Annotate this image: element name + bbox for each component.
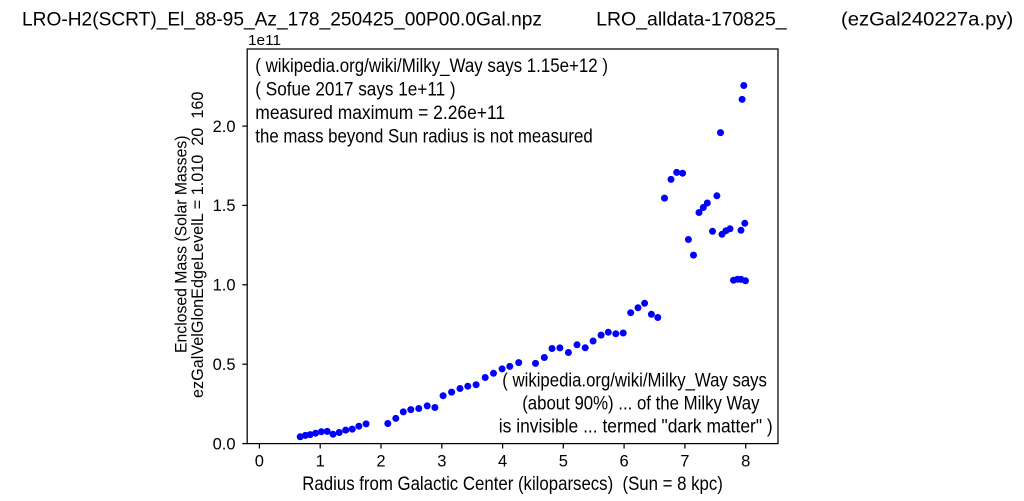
svg-text:is invisible ... termed "dark: is invisible ... termed "dark matter" ) [499, 417, 773, 438]
svg-text:Enclosed Mass (Solar Masses): Enclosed Mass (Solar Masses) [173, 136, 191, 354]
svg-text:LRO-H2(SCRT)_El_88-95_Az_178_2: LRO-H2(SCRT)_El_88-95_Az_178_250425_00P0… [22, 10, 542, 31]
svg-text:0.0: 0.0 [213, 435, 236, 453]
svg-text:( wikipedia.org/wiki/Milky_Way: ( wikipedia.org/wiki/Milky_Way says [502, 370, 767, 391]
svg-text:(about 90%) ... of the Milky W: (about 90%) ... of the Milky Way [522, 393, 760, 414]
svg-text:1e11: 1e11 [248, 32, 281, 49]
svg-text:LRO_alldata-170825_: LRO_alldata-170825_ [596, 10, 787, 31]
svg-text:(ezGal240227a.py): (ezGal240227a.py) [841, 10, 1013, 31]
svg-text:( wikipedia.org/wiki/Milky_Way: ( wikipedia.org/wiki/Milky_Way says 1.15… [255, 56, 608, 77]
svg-text:0: 0 [255, 453, 264, 471]
svg-text:the mass beyond Sun radius is: the mass beyond Sun radius is not measur… [255, 127, 592, 148]
svg-text:5: 5 [559, 453, 568, 471]
svg-text:4: 4 [498, 453, 507, 471]
svg-text:0.5: 0.5 [213, 356, 236, 374]
svg-text:1.5: 1.5 [213, 197, 236, 215]
svg-text:7: 7 [680, 453, 689, 471]
svg-text:8: 8 [741, 453, 750, 471]
svg-text:2.0: 2.0 [213, 118, 236, 136]
svg-text:measured maximum = 2.26e+11: measured maximum = 2.26e+11 [255, 103, 505, 124]
svg-text:2: 2 [376, 453, 385, 471]
svg-text:ezGalVelGlonEdgeLevelL = 1.010: ezGalVelGlonEdgeLevelL = 1.010 20 160 [189, 92, 207, 398]
svg-text:Radius from Galactic Center (k: Radius from Galactic Center (kiloparsecs… [302, 474, 723, 495]
svg-text:6: 6 [620, 453, 629, 471]
svg-text:1.0: 1.0 [213, 277, 236, 295]
svg-text:3: 3 [437, 453, 446, 471]
svg-text:( Sofue 2017 says 1e+11 ): ( Sofue 2017 says 1e+11 ) [255, 80, 455, 101]
svg-text:1: 1 [316, 453, 325, 471]
